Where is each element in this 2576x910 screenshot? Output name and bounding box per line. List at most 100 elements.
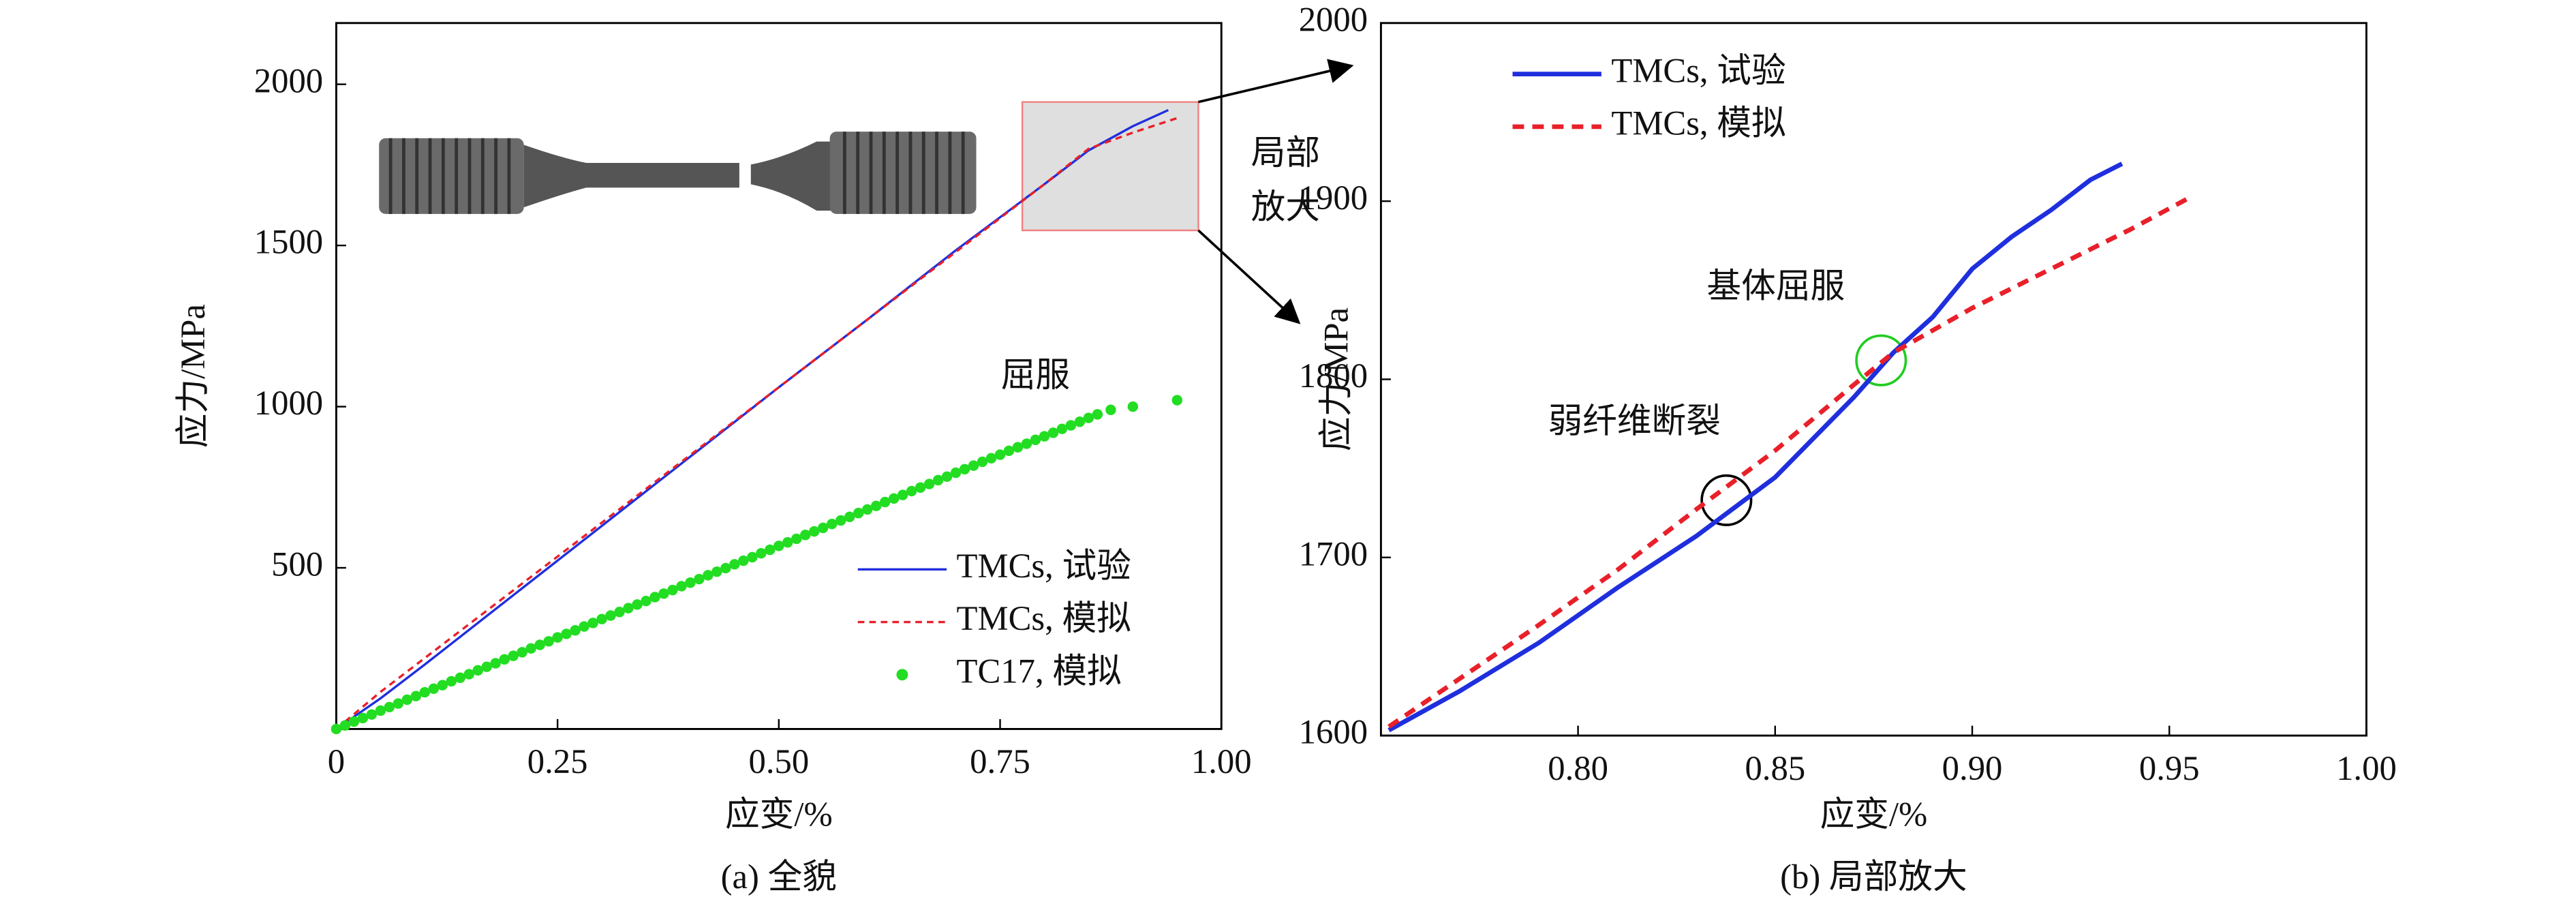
scatter-point: [827, 518, 838, 530]
x-axis-label: 应变/%: [725, 795, 833, 833]
subtitle: (a) 全貌: [721, 858, 837, 896]
scatter-point: [747, 551, 758, 563]
scatter-point: [941, 471, 953, 482]
x-axis-label: 应变/%: [1820, 795, 1928, 833]
scatter-point: [339, 720, 351, 731]
y-tick-label: 1000: [254, 384, 323, 422]
scatter-point: [959, 464, 970, 475]
scatter-point: [844, 511, 855, 523]
scatter-point: [950, 467, 962, 479]
scatter-point: [800, 530, 811, 541]
scatter-point: [561, 628, 572, 639]
scatter-point: [525, 643, 536, 654]
annotation: 屈服: [1001, 356, 1070, 394]
scatter-point: [1030, 434, 1041, 445]
scatter-point: [605, 610, 616, 621]
x-tick-label: 0: [328, 742, 345, 780]
scatter-point: [1012, 442, 1024, 453]
legend-swatch: [896, 669, 908, 681]
scatter-point: [1092, 409, 1103, 420]
scatter-point: [410, 691, 422, 701]
scatter-point: [455, 672, 465, 683]
scatter-point: [835, 515, 846, 526]
scatter-point: [923, 479, 935, 489]
scatter-point: [649, 592, 660, 603]
y-tick-label: 2000: [254, 61, 323, 100]
x-tick-label: 0.50: [748, 742, 809, 780]
scatter-point: [641, 595, 651, 607]
y-tick-label: 1800: [1299, 357, 1368, 395]
scatter-point: [552, 632, 563, 643]
scatter-point: [985, 453, 997, 464]
y-axis-label: 应力/MPa: [1317, 307, 1355, 451]
scatter-point: [357, 712, 369, 724]
scatter-point: [614, 607, 625, 618]
scatter-point: [393, 698, 404, 709]
legend-label: TC17, 模拟: [957, 652, 1122, 690]
scatter-point: [897, 489, 908, 500]
series-line: [335, 117, 1178, 730]
scatter-point: [685, 577, 696, 588]
scatter-point: [587, 618, 598, 628]
scatter-point: [711, 566, 722, 577]
scatter-point: [1021, 438, 1032, 449]
scatter-point: [694, 573, 705, 585]
scatter-point: [870, 500, 882, 511]
x-tick-label: 0.85: [1745, 749, 1805, 787]
scatter-point: [499, 654, 510, 665]
zoom-arrow: [1198, 59, 1354, 104]
y-tick-label: 1900: [1299, 179, 1368, 217]
specimen-threads: [388, 132, 965, 214]
annotation: 弱纤维断裂: [1548, 401, 1720, 440]
scatter-point: [809, 526, 820, 537]
y-tick-label: 1500: [254, 223, 323, 261]
specimen-shank-right: [750, 141, 833, 211]
annotation: 局部: [1251, 134, 1320, 172]
scatter-point: [915, 482, 926, 493]
scatter-point: [1065, 420, 1077, 431]
scatter-point: [1127, 401, 1139, 412]
scatter-point: [782, 536, 793, 548]
scatter-point: [703, 570, 714, 581]
yield-marker: [1855, 334, 1907, 386]
scatter-point: [490, 658, 501, 669]
scatter-point: [446, 676, 457, 687]
zoom-arrow: [1197, 229, 1301, 324]
scatter-point: [623, 603, 634, 613]
scatter-point: [570, 625, 581, 636]
scatter-point: [853, 507, 864, 519]
scatter-point: [401, 694, 413, 706]
scatter-point: [1047, 427, 1059, 438]
specimen-thread-right: [829, 132, 977, 214]
fracture-marker: [1700, 474, 1753, 526]
scatter-point: [331, 723, 342, 735]
y-tick-label: 2000: [1299, 0, 1368, 38]
scatter-point: [879, 496, 891, 508]
annotation: 基体屈服: [1706, 267, 1845, 305]
scatter-point: [861, 504, 873, 515]
scatter-point: [667, 584, 678, 596]
annotation: 放大: [1251, 188, 1320, 226]
x-tick-label: 0.95: [2139, 749, 2200, 787]
x-tick-label: 0.90: [1942, 749, 2003, 787]
scatter-point: [437, 680, 448, 691]
specimen-thread-left: [379, 138, 524, 214]
x-tick-label: 1.00: [2336, 749, 2397, 787]
y-tick-label: 1600: [1299, 713, 1368, 751]
scatter-point: [888, 493, 900, 504]
scatter-point: [765, 544, 776, 556]
scatter-point: [968, 460, 979, 471]
scatter-point: [676, 581, 687, 592]
scatter-point: [818, 522, 829, 534]
scatter-point: [658, 588, 669, 599]
specimen-photo: [379, 132, 977, 214]
scatter-point: [543, 636, 554, 647]
scatter-point: [472, 665, 483, 676]
scatter-point: [508, 650, 519, 661]
y-tick-label: 500: [271, 545, 323, 583]
scatter-point: [1056, 423, 1068, 434]
scatter-point: [729, 559, 740, 570]
specimen-shank-left: [523, 145, 739, 208]
